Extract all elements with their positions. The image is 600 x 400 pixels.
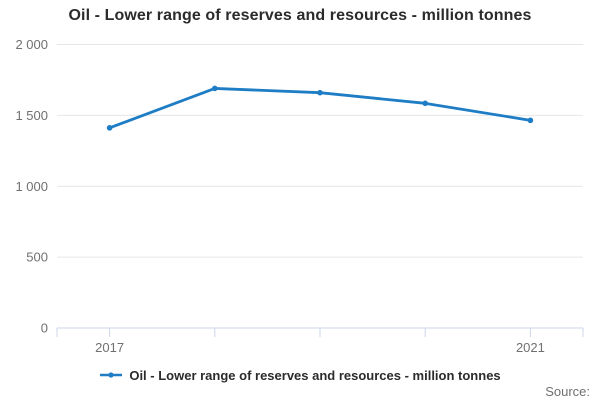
legend-item[interactable]: Oil - Lower range of reserves and resour… <box>0 365 600 385</box>
data-point-marker[interactable] <box>317 89 323 96</box>
legend-line-marker-icon <box>100 372 123 378</box>
legend-label: Oil - Lower range of reserves and resour… <box>129 367 501 383</box>
y-axis-label: 1 000 <box>15 179 48 194</box>
chart-title: Oil - Lower range of reserves and resour… <box>68 7 532 24</box>
y-axis-label: 0 <box>41 321 48 336</box>
y-axis-label: 500 <box>26 250 48 265</box>
source-note: Source: <box>545 384 590 399</box>
y-axis-label: 2 000 <box>15 37 48 52</box>
data-point-marker[interactable] <box>422 100 429 107</box>
x-axis-label: 2017 <box>95 340 124 355</box>
y-axis-label: 1 500 <box>15 108 48 123</box>
x-axis-label: 2021 <box>516 340 545 355</box>
data-point-marker[interactable] <box>212 85 218 92</box>
data-point-marker[interactable] <box>527 117 534 124</box>
data-point-marker[interactable] <box>106 125 113 131</box>
line-chart-plot-area[interactable]: 0 500 1 000 1 500 2 000 2017 2021 <box>0 0 600 362</box>
